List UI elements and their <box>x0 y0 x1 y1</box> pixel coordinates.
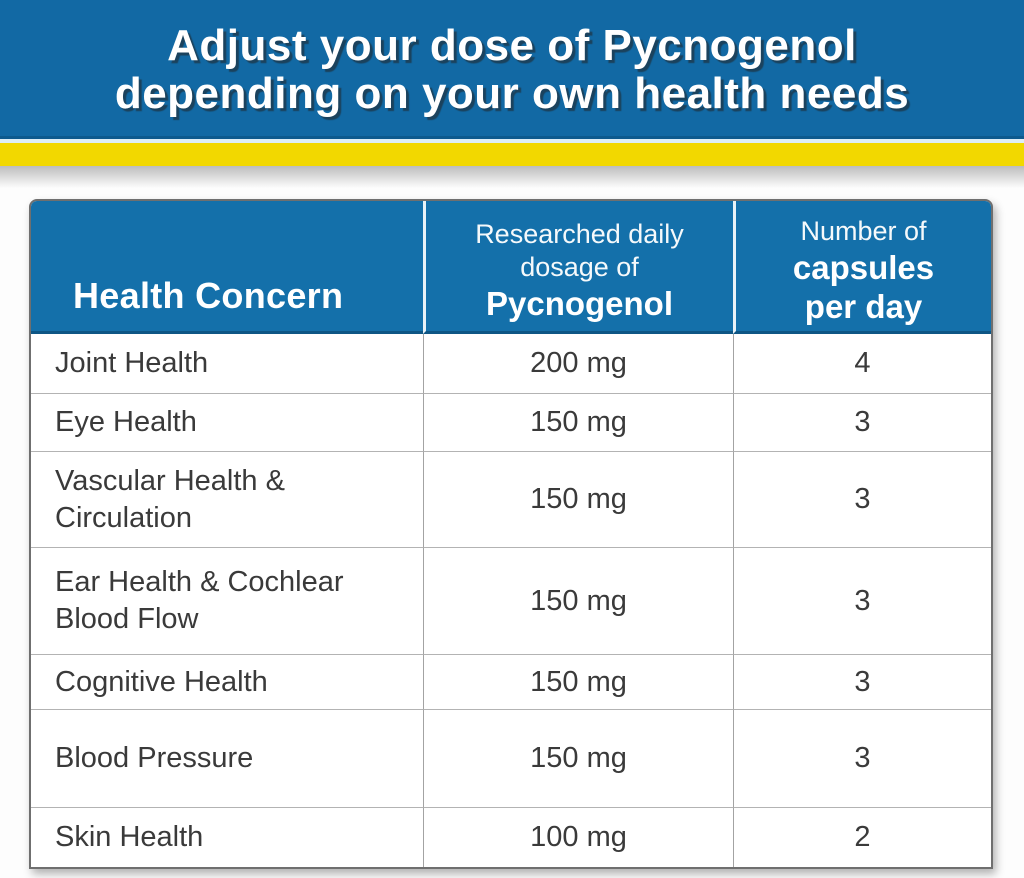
table-cell-dosage: 150 mg <box>423 547 733 654</box>
dosage-table: Health Concern Researched daily dosage o… <box>29 199 993 869</box>
table-cell-concern: Ear Health & Cochlear Blood Flow <box>31 547 423 654</box>
yellow-bar-shadow <box>0 166 1024 188</box>
header-capsules-line1: Number of <box>800 215 927 246</box>
table-cell-dosage: 100 mg <box>423 807 733 867</box>
table-cell-dosage: 200 mg <box>423 334 733 393</box>
table-cell-dosage: 150 mg <box>423 654 733 709</box>
table-cell-dosage: 150 mg <box>423 709 733 807</box>
table-cell-capsules: 3 <box>733 393 991 451</box>
table-cell-capsules: 3 <box>733 451 991 547</box>
header-dosage-line2: dosage of <box>520 251 639 282</box>
table-cell-concern: Joint Health <box>31 334 423 393</box>
table-cell-capsules: 3 <box>733 709 991 807</box>
header-cell-health-concern: Health Concern <box>31 201 423 334</box>
table-cell-capsules: 4 <box>733 334 991 393</box>
table-cell-concern: Cognitive Health <box>31 654 423 709</box>
yellow-accent-bar <box>0 143 1024 166</box>
table-cell-dosage: 150 mg <box>423 393 733 451</box>
table-cell-concern: Eye Health <box>31 393 423 451</box>
banner-title-line1: Adjust your dose of Pycnogenol <box>167 21 857 70</box>
header-cell-dosage: Researched daily dosage of Pycnogenol <box>423 201 733 334</box>
banner-title-line2: depending on your own health needs <box>114 69 910 118</box>
table-cell-dosage: 150 mg <box>423 451 733 547</box>
table-cell-concern: Vascular Health & Circulation <box>31 451 423 547</box>
header-dosage-line1: Researched daily <box>475 218 684 249</box>
table-cell-concern: Skin Health <box>31 807 423 867</box>
table-cell-capsules: 3 <box>733 654 991 709</box>
header-health-concern-label: Health Concern <box>73 275 344 316</box>
banner-divider-line <box>0 139 1024 143</box>
header-cell-capsules: Number of capsules per day <box>733 201 991 334</box>
banner: Adjust your dose of Pycnogenol depending… <box>0 0 1024 139</box>
header-capsules-line3: per day <box>804 287 923 325</box>
table-cell-capsules: 2 <box>733 807 991 867</box>
header-dosage-line3: Pycnogenol <box>485 284 674 322</box>
table-cell-capsules: 3 <box>733 547 991 654</box>
table-cell-concern: Blood Pressure <box>31 709 423 807</box>
header-capsules-line2: capsules <box>792 248 935 286</box>
